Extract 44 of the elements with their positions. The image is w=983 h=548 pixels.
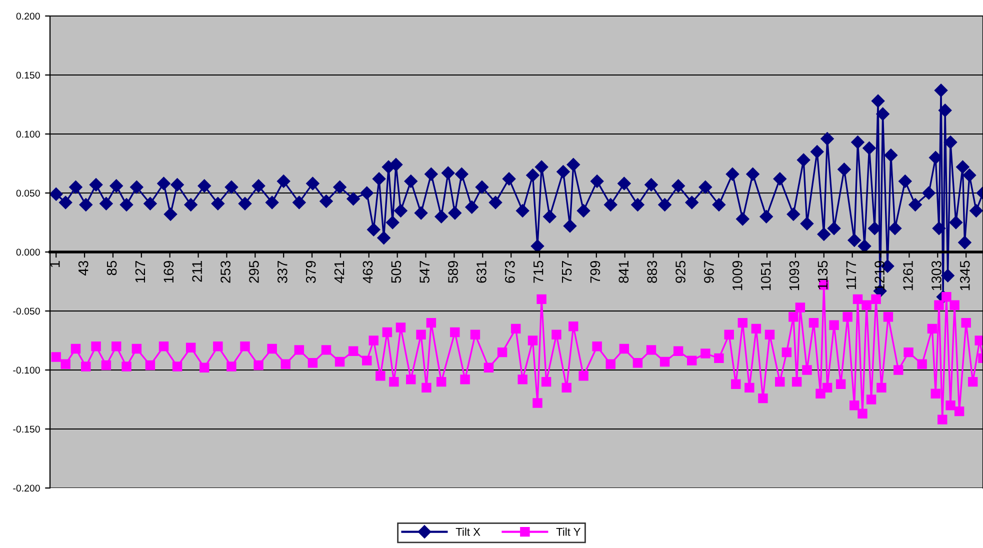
y-tick-label: -0.050 (13, 308, 40, 315)
y-tick-label: 0.100 (16, 130, 40, 138)
x-tick-label: 673 (504, 260, 515, 283)
x-tick-label: 337 (277, 261, 288, 283)
y-tick-label: -0.150 (13, 426, 40, 433)
x-tick-label: 1261 (903, 261, 913, 290)
x-tick-label: 715 (534, 260, 544, 283)
x-tick-label: 841 (618, 261, 629, 283)
x-tick-label: 631 (476, 261, 486, 283)
x-tick-label: 505 (391, 260, 402, 283)
x-tick-label: 1177 (846, 261, 856, 290)
x-tick-label: 43 (78, 260, 88, 276)
x-tick-label: 1135 (818, 260, 828, 290)
y-tick-label: 0.050 (16, 190, 40, 197)
legend-label: Tilt X (456, 528, 480, 536)
x-tick-label: 253 (220, 260, 230, 283)
x-tick-label: 169 (164, 260, 174, 282)
x-tick-label: 211 (192, 261, 202, 282)
x-tick-label: 883 (647, 260, 657, 283)
x-tick-label: 967 (704, 261, 714, 283)
y-tick-label: 0.200 (16, 12, 40, 20)
x-tick-label: 925 (676, 260, 686, 283)
x-tick-label: 1051 (760, 261, 771, 290)
x-tick-label: 1009 (732, 260, 742, 290)
x-tick-label: 1219 (874, 260, 884, 290)
x-tick-label: 1093 (789, 260, 800, 290)
legend-label: Tilt Y (556, 528, 580, 536)
x-tick-label: 589 (448, 260, 458, 283)
x-tick-label: 463 (362, 260, 373, 284)
x-tick-label: 1303 (932, 260, 942, 290)
x-tick-label: 421 (334, 261, 344, 284)
y-tick-label: 0.000 (16, 248, 40, 256)
x-tick-label: 757 (562, 261, 572, 283)
x-tick-label: 85 (106, 260, 117, 276)
x-tick-label: 1345 (960, 260, 970, 290)
y-tick-label: -0.100 (13, 366, 40, 374)
x-tick-label: 799 (590, 260, 600, 283)
y-tick-label: 0.150 (16, 72, 40, 79)
x-tick-label: 1 (50, 261, 60, 267)
x-tick-label: 547 (420, 261, 430, 283)
y-tick-label: -0.200 (13, 484, 40, 492)
x-tick-label: 379 (306, 260, 316, 283)
x-tick-label: 295 (249, 260, 259, 283)
x-tick-label: 127 (135, 261, 145, 282)
